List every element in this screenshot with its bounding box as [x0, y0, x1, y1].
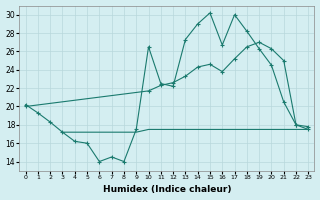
- X-axis label: Humidex (Indice chaleur): Humidex (Indice chaleur): [103, 185, 231, 194]
